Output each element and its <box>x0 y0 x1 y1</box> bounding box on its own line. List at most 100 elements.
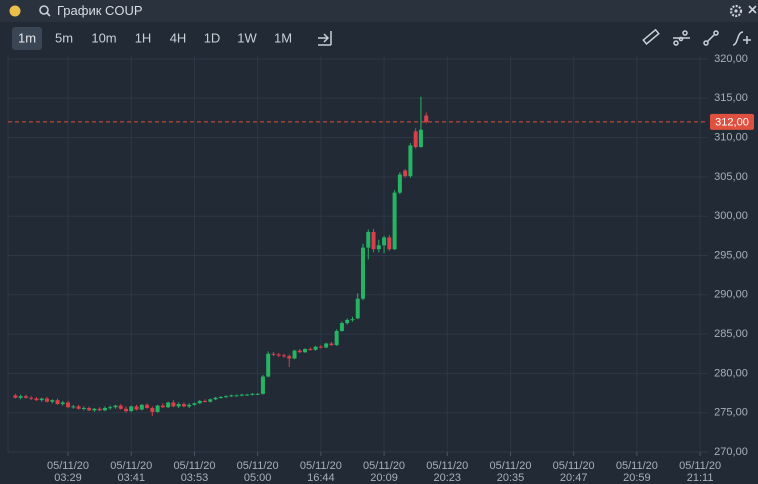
candle-body <box>197 400 202 404</box>
candle-body <box>13 395 18 398</box>
candle-body <box>345 319 350 324</box>
candle-body <box>81 407 86 409</box>
candle-body <box>39 398 44 401</box>
candle-body <box>329 343 334 346</box>
candle-body <box>276 354 281 356</box>
interval-button[interactable]: 1H <box>135 30 152 45</box>
curve-icon[interactable] <box>732 31 751 46</box>
interval-button[interactable]: 4H <box>170 30 187 45</box>
candle-body <box>23 396 28 398</box>
interval-button[interactable]: 1W <box>237 30 257 45</box>
title-bar <box>0 0 758 22</box>
ruler-icon[interactable] <box>642 28 660 45</box>
candle-body <box>376 245 381 250</box>
candle-body <box>413 131 418 148</box>
x-tick-label: 05/11/20 20:23 <box>426 460 469 484</box>
x-tick-label: 05/11/20 20:09 <box>363 460 406 484</box>
candle-body <box>18 396 23 398</box>
candle-body <box>287 356 292 359</box>
toolbar: 1m 5m 10m 1H 4H 1D 1W 1M <box>12 27 292 50</box>
plot-area: 270,00 275,00 280,00 285,00 290,00 295,00 300,… <box>8 53 754 458</box>
candle-body <box>229 395 234 397</box>
candle-body <box>408 145 413 177</box>
candle-body <box>382 237 387 246</box>
candle-body <box>418 129 423 148</box>
candle-body <box>44 398 49 402</box>
x-tick-label: 05/11/20 20:59 <box>615 460 658 484</box>
trend-line-icon[interactable] <box>703 30 719 46</box>
x-tick-label: 05/11/20 03:41 <box>110 460 153 484</box>
interval-button[interactable]: 1D <box>204 30 221 45</box>
candle-body <box>313 346 318 350</box>
candle-body <box>118 405 123 409</box>
y-tick-label: 315,00 <box>714 92 748 104</box>
candle-body <box>355 298 360 319</box>
candle-body <box>192 403 197 405</box>
candle-body <box>255 393 260 395</box>
candle-body <box>97 408 102 411</box>
settings-icon[interactable] <box>729 4 743 18</box>
y-tick-label: 280,00 <box>714 367 748 379</box>
y-tick-label: 305,00 <box>714 171 748 183</box>
candle-body <box>324 343 329 348</box>
candle-body <box>102 407 107 411</box>
candle-body <box>181 404 186 407</box>
candle-body <box>218 396 223 398</box>
interval-button[interactable]: 5m <box>55 30 73 45</box>
x-tick-label: 05/11/20 20:47 <box>552 460 595 484</box>
window-title: График COUP <box>57 3 143 18</box>
interval-button[interactable]: 10m <box>91 30 116 45</box>
candle-body <box>71 406 76 408</box>
pattern-icon[interactable] <box>673 30 690 46</box>
x-tick-label: 05/11/20 03:29 <box>47 460 90 484</box>
candle-body <box>60 402 65 405</box>
candle-body <box>29 397 34 399</box>
y-tick-label: 290,00 <box>714 289 748 301</box>
candle-body <box>239 394 244 396</box>
candle-body <box>303 349 308 353</box>
candle-body <box>334 330 339 346</box>
x-tick-label: 05/11/20 21:11 <box>679 460 722 484</box>
candle-body <box>123 408 128 412</box>
interval-button[interactable]: 1m <box>18 30 36 45</box>
candle-body <box>92 408 97 411</box>
candle-body <box>392 192 397 250</box>
candle-body <box>50 400 55 402</box>
last-price-label: 312,00 <box>715 116 749 128</box>
candle-body <box>108 407 113 409</box>
candle-body <box>266 353 271 377</box>
candle-body <box>139 404 144 410</box>
export-icon[interactable] <box>318 31 332 46</box>
candle-body <box>34 398 39 401</box>
candle-body <box>371 231 376 250</box>
window-dot[interactable] <box>9 5 21 17</box>
candle-body <box>160 405 165 408</box>
y-tick-label: 295,00 <box>714 249 748 261</box>
candle-body <box>208 399 213 402</box>
y-tick-label: 320,00 <box>714 53 748 65</box>
candle-body <box>424 115 429 122</box>
candle-body <box>129 406 134 412</box>
candle-body <box>166 402 171 408</box>
candle-body <box>250 393 255 395</box>
candle-body <box>361 247 366 299</box>
y-tick-label: 285,00 <box>714 328 748 340</box>
candle-body <box>260 376 265 394</box>
candle-body <box>339 323 344 331</box>
candle-body <box>397 174 402 193</box>
candle-body <box>213 397 218 400</box>
search-icon[interactable] <box>39 5 51 17</box>
candle-body <box>187 404 192 407</box>
candle-body <box>245 394 250 396</box>
interval-button-bg[interactable] <box>12 27 42 50</box>
candle-body <box>145 404 150 408</box>
close-icon[interactable] <box>748 5 757 14</box>
candle-body <box>176 404 181 407</box>
interval-button[interactable]: 1M <box>274 30 292 45</box>
candle-body <box>171 402 176 407</box>
candle-body <box>66 402 71 408</box>
y-tick-label: 275,00 <box>714 407 748 419</box>
candle-body <box>271 353 276 355</box>
